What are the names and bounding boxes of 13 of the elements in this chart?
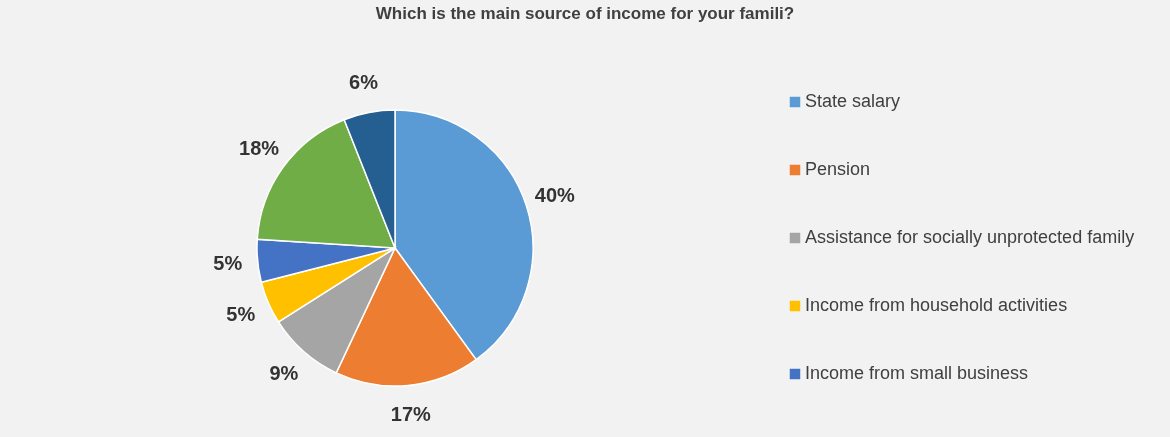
data-label: 18% xyxy=(239,137,280,160)
chart-title: Which is the main source of income for your famili? xyxy=(375,4,795,23)
data-label: 40% xyxy=(534,184,576,207)
data-label: 17% xyxy=(390,403,432,426)
data-label: 9% xyxy=(269,362,299,385)
data-label: 6% xyxy=(349,70,379,93)
legend-label: State salary xyxy=(805,91,901,111)
data-label: 5% xyxy=(213,251,243,274)
data-label: 5% xyxy=(226,302,256,325)
legend-label: Income from small business xyxy=(805,363,1029,383)
legend-label: Assistance for socially unprotected family xyxy=(805,227,1135,247)
legend-label: Pension xyxy=(805,159,871,179)
legend-label: Income from household activities xyxy=(805,295,1068,315)
